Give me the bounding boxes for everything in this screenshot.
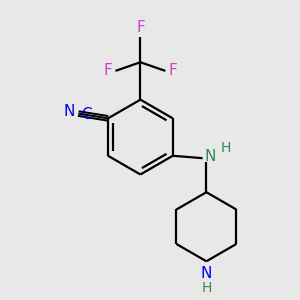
Text: N: N xyxy=(201,266,212,281)
Text: F: F xyxy=(104,63,112,78)
Text: N: N xyxy=(63,104,74,119)
Text: F: F xyxy=(136,20,145,35)
Text: F: F xyxy=(168,63,177,78)
Text: H: H xyxy=(201,281,212,296)
Text: C: C xyxy=(81,107,92,122)
Text: H: H xyxy=(221,141,231,154)
Text: N: N xyxy=(205,149,216,164)
